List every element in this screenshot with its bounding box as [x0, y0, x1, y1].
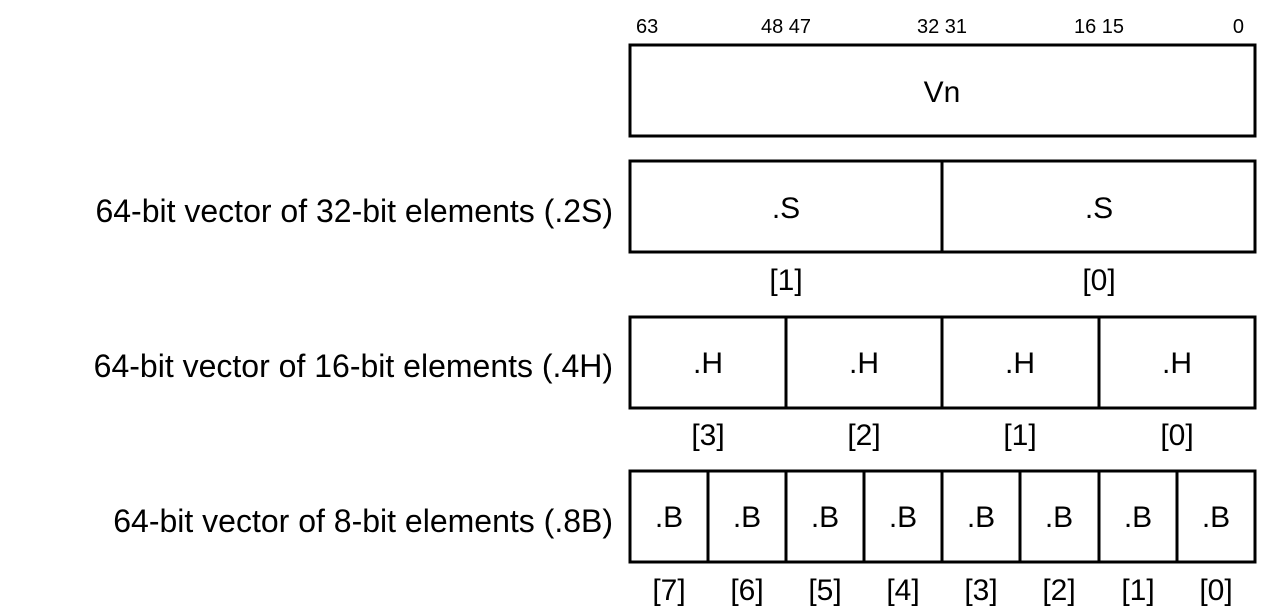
element-index: [1]: [769, 264, 802, 297]
element-index: [4]: [886, 574, 919, 607]
row-label-4h: 64-bit vector of 16-bit elements (.4H): [94, 348, 613, 384]
row-2s: 64-bit vector of 32-bit elements (.2S) .…: [95, 159, 1257, 297]
row-4h: 64-bit vector of 16-bit elements (.4H) .…: [94, 315, 1257, 452]
row-label-2s: 64-bit vector of 32-bit elements (.2S): [95, 193, 613, 229]
row-8b: 64-bit vector of 8-bit elements (.8B) .B…: [113, 469, 1257, 607]
register-name: Vn: [924, 76, 961, 109]
row-label-8b: 64-bit vector of 8-bit elements (.8B): [113, 503, 613, 539]
register-vn: Vn: [628, 43, 1257, 138]
element-cell: .B: [1202, 501, 1230, 534]
element-index: [3]: [691, 419, 724, 452]
element-cell: .B: [655, 501, 683, 534]
element-cell: .S: [772, 192, 800, 225]
element-index: [2]: [1042, 574, 1075, 607]
register-box: [628, 43, 1257, 138]
element-index: [7]: [652, 574, 685, 607]
element-cell: .B: [733, 501, 761, 534]
bit-label-32-31: 32 31: [917, 16, 967, 38]
element-index: [3]: [964, 574, 997, 607]
element-cell: .H: [1162, 347, 1192, 380]
element-cell: .H: [849, 347, 879, 380]
element-cell: .B: [967, 501, 995, 534]
element-cell: .B: [1124, 501, 1152, 534]
element-cell: .H: [1005, 347, 1035, 380]
element-index: [0]: [1082, 264, 1115, 297]
bit-label-48-47: 48 47: [761, 16, 811, 38]
bit-position-labels: 63 48 47 32 31 16 15 0: [636, 16, 1244, 38]
element-cell: .S: [1085, 192, 1113, 225]
element-cell: .B: [1045, 501, 1073, 534]
element-index: [1]: [1121, 574, 1154, 607]
element-index: [0]: [1160, 419, 1193, 452]
element-cell: .B: [811, 501, 839, 534]
element-index: [0]: [1199, 574, 1232, 607]
element-cell: .B: [889, 501, 917, 534]
element-index: [6]: [730, 574, 763, 607]
element-cell: .H: [693, 347, 723, 380]
element-index: [2]: [847, 419, 880, 452]
bit-label-0: 0: [1233, 16, 1244, 38]
element-index: [1]: [1003, 419, 1036, 452]
element-index: [5]: [808, 574, 841, 607]
bit-label-63: 63: [636, 16, 658, 38]
bit-label-16-15: 16 15: [1074, 16, 1124, 38]
